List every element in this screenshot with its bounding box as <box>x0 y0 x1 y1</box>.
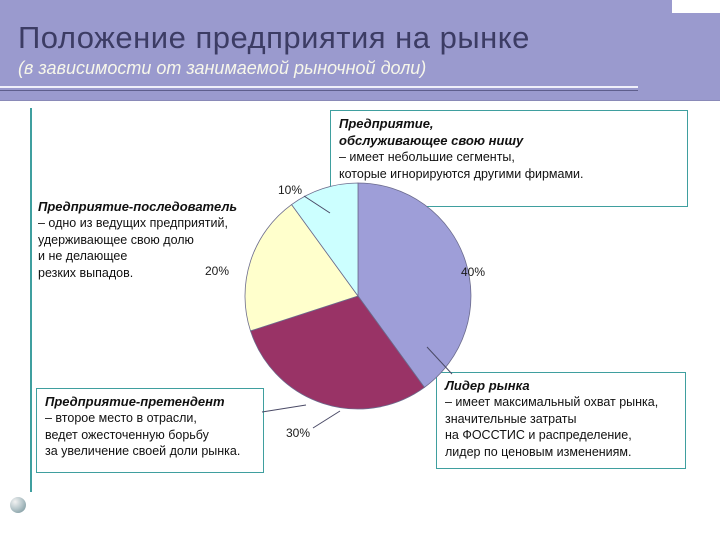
leader-lines <box>261 195 453 429</box>
corner-notch-decoration <box>672 0 720 13</box>
niche-term: Предприятие, обслуживающее свою нишу <box>339 116 524 149</box>
left-accent-line <box>30 108 32 492</box>
pie-label-10pct: 10% <box>278 183 303 197</box>
pie-label-40pct: 40% <box>461 265 486 279</box>
pie-label-30pct: 30% <box>286 426 311 440</box>
niche-annotation-box: Предприятие, обслуживающее свою нишу – и… <box>330 110 688 207</box>
pie-slice-40pct <box>357 182 472 388</box>
title-banner: Положение предприятия на рынке (в зависи… <box>0 0 720 101</box>
follower-annotation: Предприятие-последователь – одно из веду… <box>38 198 272 281</box>
bullet-ball-decoration <box>10 497 26 513</box>
leader-term: Лидер рынка <box>445 378 530 393</box>
leader-annotation-box: Лидер рынка – имеет максимальный охват р… <box>436 372 686 469</box>
challenger-text: – второе место в отрасли, ведет ожесточе… <box>45 411 241 459</box>
follower-term: Предприятие-последователь <box>38 199 238 214</box>
follower-text: – одно из ведущих предприятий, удерживаю… <box>38 216 228 280</box>
slide-title: Положение предприятия на рынке <box>18 20 530 55</box>
pie-slice-30pct <box>249 295 425 410</box>
leader-line-10pct <box>303 195 331 214</box>
leader-text: – имеет максимальный охват рынка, значит… <box>445 395 659 459</box>
challenger-term: Предприятие-претендент <box>45 394 225 409</box>
pie-label-20pct: 20% <box>205 264 230 278</box>
slide-subtitle: (в зависимости от занимаемой рыночной до… <box>18 58 427 78</box>
niche-text: – имеет небольшие сегменты, которые игно… <box>339 150 584 181</box>
challenger-annotation-box: Предприятие-претендент – второе место в … <box>36 388 264 473</box>
leader-line-leader <box>426 346 453 375</box>
title-separator-line <box>0 86 638 91</box>
leader-line-30pct <box>312 410 341 429</box>
leader-line-challenger <box>261 404 307 413</box>
